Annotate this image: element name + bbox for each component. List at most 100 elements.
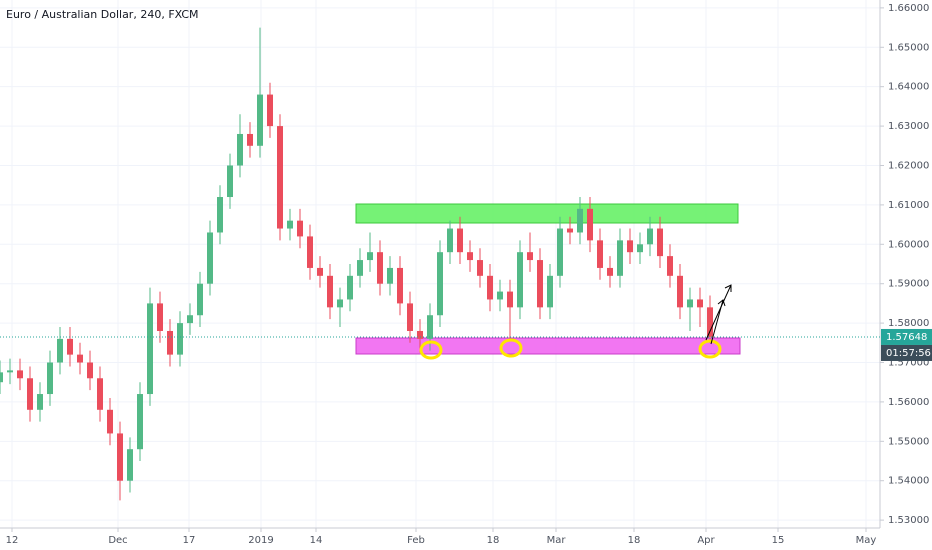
candle-body [77,354,83,363]
candle-body [137,394,143,450]
candle-body [587,208,593,241]
candle-body [217,197,223,233]
support-zone [355,337,741,355]
arrow [705,284,732,341]
countdown-label: 01:57:56 [886,348,931,359]
candle-body [27,378,33,410]
candle-body [247,133,253,146]
x-tick-label: 12 [6,535,19,546]
projection-arrows [705,284,732,345]
axes: 1.53000 1.54000 1.55000 1.56000 1.57000 1.580… [0,3,932,546]
candle-body [377,252,383,284]
y-tick-label: 1.63000 [888,121,929,132]
candle-body [467,252,473,261]
x-tick-label: 17 [183,535,196,546]
y-tick-label: 1.58000 [888,318,929,329]
candle-body [297,220,303,237]
x-tick-label: 15 [772,535,785,546]
candle-body [237,133,243,166]
candle-body [397,267,403,304]
candle-body [327,275,333,308]
candle-body [637,244,643,253]
arrow [710,299,724,345]
candle-body [207,232,213,284]
candle-body [477,260,483,276]
x-tick-label: Dec [108,535,127,546]
y-tick-label: 1.56000 [888,397,929,408]
candle-body [37,394,43,410]
candle-body [187,315,193,324]
x-tick-label: Apr [697,535,715,546]
candle-body [117,433,123,481]
touch-marker [698,339,722,359]
candle-body [547,275,553,308]
candle-body [177,323,183,355]
x-tick-label: 18 [487,535,500,546]
candle-body [567,228,573,233]
candle-body [47,362,53,395]
y-tick-label: 1.66000 [888,3,929,14]
chart-title: Euro / Australian Dollar, 240, FXCM [6,8,199,21]
x-tick-label: Mar [547,535,567,546]
candle-body [577,208,583,233]
y-tick-label: 1.59000 [888,279,929,290]
current-price-box [881,328,932,345]
candle-body [667,256,673,276]
candle-body [367,252,373,261]
candle-body [537,260,543,308]
touch-markers [419,338,722,360]
candles [0,27,713,501]
candle-body [167,330,173,355]
candle-body [307,236,313,268]
candle-body [357,260,363,276]
candle-body [437,252,443,316]
candle-body [97,378,103,410]
candle-body [67,338,73,355]
candle-body [517,252,523,308]
y-tick-label: 1.65000 [888,42,929,53]
y-tick-label: 1.62000 [888,160,929,171]
x-tick-label: May [856,535,877,546]
y-tick-label: 1.54000 [888,476,929,487]
y-tick-label: 1.64000 [888,82,929,93]
y-tick-label: 1.60000 [888,239,929,250]
x-tick-label: 2019 [248,535,273,546]
arrow-head [724,284,732,292]
candle-body [617,240,623,276]
candle-body [707,307,713,337]
y-tick-label: 1.57000 [888,358,929,369]
candle-body [57,338,63,363]
candle-body [197,283,203,316]
candle-body [347,275,353,300]
touch-marker [419,340,443,360]
x-tick-label: 18 [628,535,641,546]
candle-body [677,275,683,308]
resistance-zone [355,203,739,224]
candle-body [17,370,23,379]
candle-body [337,299,343,308]
y-tick-label: 1.55000 [888,436,929,447]
candle-body [227,165,233,198]
candle-body [417,330,423,339]
x-tick-label: 14 [310,535,323,546]
candle-body [387,267,393,284]
candle-body [267,94,273,127]
candle-body [627,240,633,253]
y-tick-label: 1.53000 [888,515,929,526]
candle-body [647,228,653,245]
candle-body [7,370,13,373]
candle-body [457,228,463,253]
candle-body [697,299,703,308]
candle-body [597,240,603,268]
candle-body [277,126,283,229]
candle-body [687,299,693,308]
candle-body [487,275,493,300]
candle-body [497,291,503,300]
x-tick-label: Feb [407,535,425,546]
candle-body [317,267,323,276]
candle-body [287,220,293,229]
arrow-head [717,299,726,307]
y-tick-label: 1.61000 [888,200,929,211]
